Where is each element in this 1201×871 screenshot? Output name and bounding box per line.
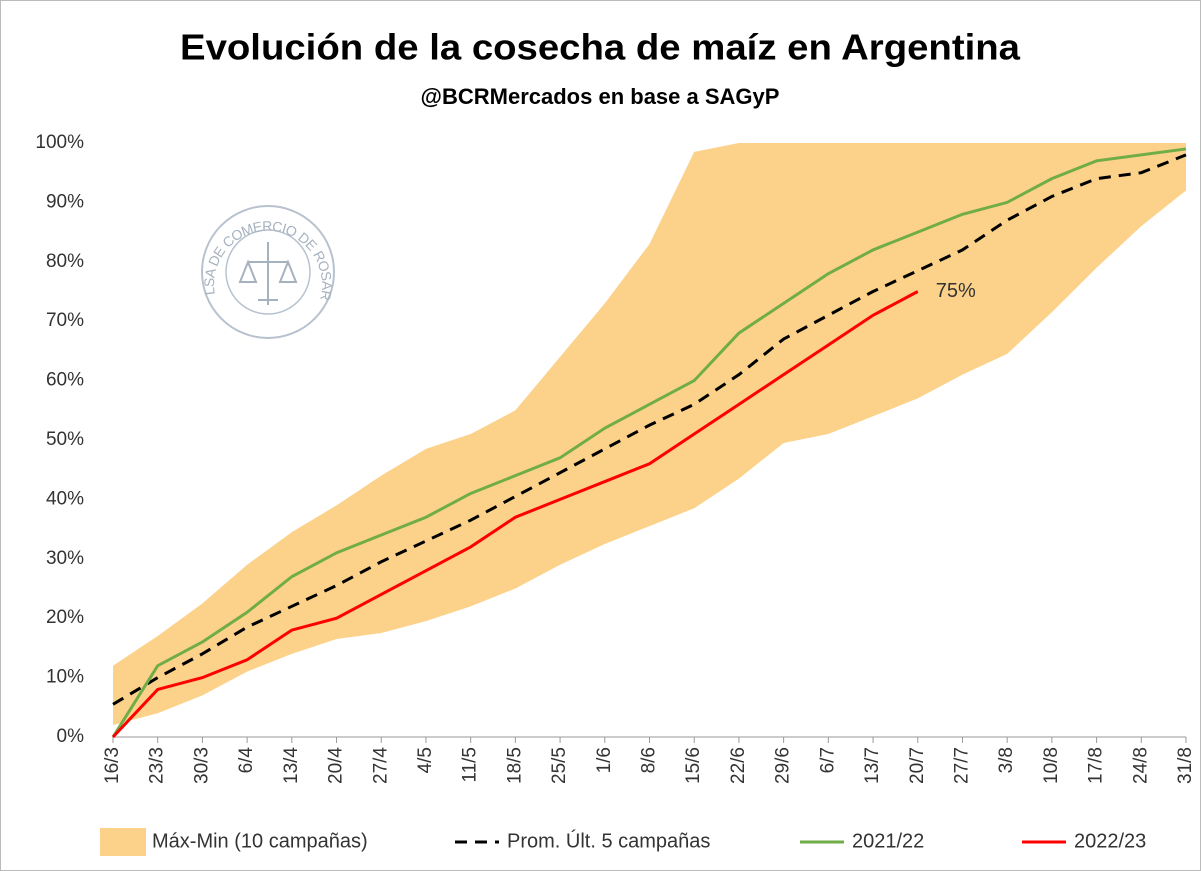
y-tick-label: 90% [46,191,84,212]
x-tick-label: 17/8 [1086,747,1107,784]
y-tick-label: 100% [35,132,84,153]
x-tick-label: 13/7 [862,747,883,784]
x-tick-label: 22/6 [728,747,749,784]
series-line [111,290,919,739]
y-tick-label: 70% [46,310,84,331]
y-tick-label: 10% [46,667,84,688]
y-tick-label: 50% [46,429,84,450]
logo-ring [225,229,311,315]
x-tick-label: 24/8 [1130,747,1151,784]
legend-label: Máx-Min (10 campañas) [152,830,368,852]
chart-subtitle: @BCRMercados en base a SAGyP [421,84,780,109]
logo-emblem [238,242,298,305]
chart-title: Evolución de la cosecha de maíz en Argen… [180,27,1021,68]
y-tick-label: 40% [46,488,84,509]
x-tick-label: 23/3 [147,747,168,784]
x-tick-label: 6/7 [817,747,838,773]
logo-ring [201,205,335,339]
x-tick-label: 10/8 [1041,747,1062,784]
x-tick-label: 8/6 [639,747,660,773]
legend-label: 2021/22 [852,830,924,852]
x-tick-label: 15/6 [683,747,704,784]
x-tick-label: 4/5 [415,747,436,773]
series-line [111,147,1187,738]
x-tick-label: 27/4 [370,747,391,784]
x-tick-label: 31/8 [1175,747,1196,784]
x-tick-label: 25/5 [549,747,570,784]
data-label: 75% [936,280,976,302]
y-tick-label: 20% [46,607,84,628]
legend-swatch [100,828,146,856]
range-band [113,143,1186,726]
x-tick-label: 1/6 [594,747,615,773]
x-tick-label: 18/5 [504,747,525,784]
x-tick-label: 27/7 [951,747,972,784]
x-tick-label: 13/4 [281,747,302,784]
series-line [112,153,1187,706]
x-tick-label: 11/5 [460,747,481,783]
x-tick-label: 6/4 [236,747,257,774]
x-tick-label: 3/8 [996,747,1017,773]
legend-label: 2022/23 [1074,830,1146,852]
x-tick-label: 16/3 [102,747,123,784]
y-tick-label: 30% [46,548,84,569]
x-tick-label: 29/6 [773,747,794,784]
y-tick-label: 80% [46,251,84,272]
legend-label: Prom. Últ. 5 campañas [507,829,710,852]
x-tick-label: 20/7 [907,747,928,784]
y-tick-label: 60% [46,370,84,391]
y-tick-label: 0% [57,726,85,747]
x-tick-label: 30/3 [191,747,212,784]
x-tick-label: 20/4 [326,747,347,784]
